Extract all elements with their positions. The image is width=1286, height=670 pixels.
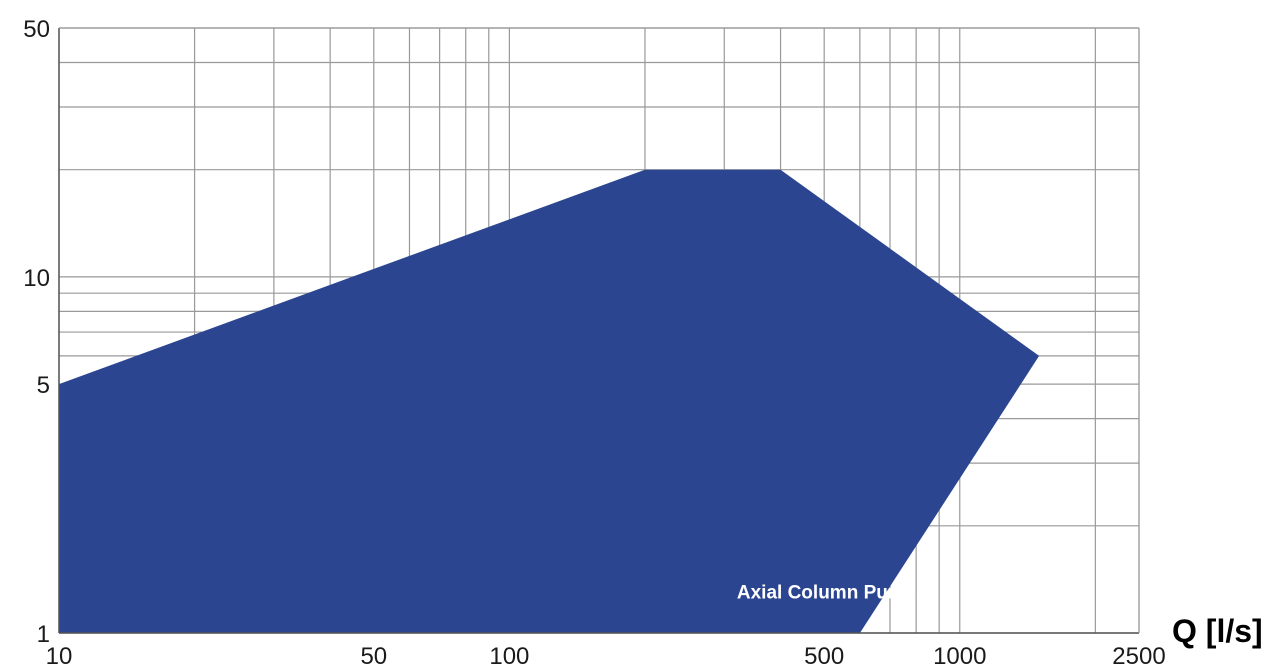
y-tick-label: 1 bbox=[37, 621, 50, 648]
plot-frame bbox=[58, 27, 1140, 634]
x-tick-label: 50 bbox=[360, 643, 387, 670]
y-tick-label: 10 bbox=[23, 265, 50, 292]
y-tick-labels: 1 5 10 50 bbox=[23, 16, 50, 648]
x-tick-label: 500 bbox=[804, 643, 844, 670]
y-tick-label: 5 bbox=[37, 372, 50, 399]
x-axis-title: Q [l/s] bbox=[1172, 613, 1263, 649]
x-tick-label: 10 bbox=[46, 643, 73, 670]
operating-range-polygon bbox=[59, 169, 1040, 633]
annotations: Axial Column Pump bbox=[737, 582, 916, 603]
annotation-label: Axial Column Pump bbox=[737, 582, 916, 603]
x-tick-labels: 10 50 100 500 1000 2500 bbox=[46, 643, 1166, 670]
operating-range-area bbox=[59, 169, 1040, 633]
x-tick-label: 100 bbox=[489, 643, 529, 670]
y-tick-label: 50 bbox=[23, 16, 50, 43]
x-tick-label: 1000 bbox=[933, 643, 986, 670]
x-tick-label: 2500 bbox=[1112, 643, 1165, 670]
